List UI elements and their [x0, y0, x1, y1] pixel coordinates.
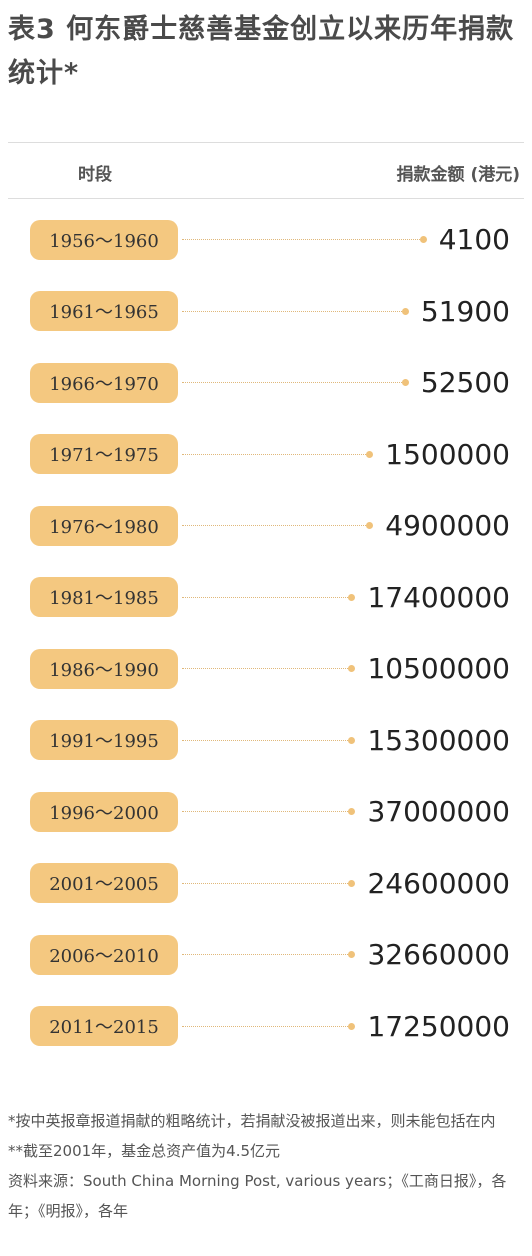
period-label: 1961～1965	[30, 291, 178, 332]
rule	[8, 142, 524, 143]
period-label: 1976～1980	[30, 505, 178, 546]
column-header: 捐款金额 (港元)	[396, 165, 520, 185]
column-header: 时段	[78, 165, 112, 185]
leader-line	[182, 1025, 349, 1027]
period-label: 1971～1975	[30, 434, 178, 475]
period-label: 1986～1990	[30, 648, 178, 689]
period-label: 2006～2010	[30, 934, 178, 975]
leader-dot	[419, 236, 427, 244]
note: **截至2001年，基金总资产值为4.5亿元	[8, 1142, 281, 1160]
leader-line	[182, 811, 349, 813]
leader-dot	[348, 951, 356, 959]
leader-dot	[366, 450, 374, 458]
leader-line	[182, 239, 420, 241]
table-row: 1956～1960 4100	[30, 204, 510, 276]
amount: 37000000	[367, 795, 510, 829]
period-label: 2011～2015	[30, 1006, 178, 1047]
leader-dot	[348, 593, 356, 601]
amount: 24600000	[367, 866, 510, 900]
leader-dot	[401, 307, 409, 315]
leader-line	[182, 668, 349, 670]
table-row: 2011～2015 17250000	[30, 991, 510, 1063]
table-row: 1981～1985 17400000	[30, 562, 510, 634]
period-label: 1981～1985	[30, 577, 178, 618]
amount: 4100	[438, 223, 510, 257]
leader-line	[182, 453, 367, 455]
leader-dot	[348, 736, 356, 744]
amount: 17250000	[367, 1009, 510, 1043]
amount: 4900000	[385, 509, 510, 543]
leader-dot	[348, 879, 356, 887]
rule	[8, 198, 524, 199]
period-label: 1966～1970	[30, 362, 178, 403]
amount: 17400000	[367, 580, 510, 614]
note: *按中英报章报道捐献的粗略统计，若捐献没被报道出来，则未能包括在内	[8, 1112, 496, 1130]
table-row: 2006～2010 32660000	[30, 919, 510, 991]
leader-line	[182, 310, 402, 312]
amount: 15300000	[367, 723, 510, 757]
amount: 52500	[420, 366, 510, 400]
title: 表3 何东爵士慈善基金创立以来历年捐款统计*	[8, 14, 515, 89]
period-label: 2001～2005	[30, 863, 178, 904]
amount: 10500000	[367, 652, 510, 686]
leader-line	[182, 596, 349, 598]
leader-dot	[348, 665, 356, 673]
notes: *按中英报章报道捐献的粗略统计，若捐献没被报道出来，则未能包括在内 **截至200…	[8, 1106, 524, 1226]
period-label: 1991～1995	[30, 720, 178, 761]
table-row: 1976～1980 4900000	[30, 490, 510, 562]
leader-line	[182, 739, 349, 741]
table-row: 1966～1970 52500	[30, 347, 510, 419]
leader-line	[182, 882, 349, 884]
note: 资料来源：South China Morning Post, various y…	[8, 1172, 507, 1220]
period-label: 1996～2000	[30, 791, 178, 832]
table-row: 1971～1975 1500000	[30, 419, 510, 491]
leader-dot	[348, 1022, 356, 1030]
table-row: 1991～1995 15300000	[30, 705, 510, 777]
table-row: 2001～2005 24600000	[30, 848, 510, 920]
table-row: 1961～1965 51900	[30, 276, 510, 348]
table-row: 1996～2000 37000000	[30, 776, 510, 848]
leader-line	[182, 382, 402, 384]
table-row: 1986～1990 10500000	[30, 633, 510, 705]
leader-dot	[366, 522, 374, 530]
leader-dot	[348, 808, 356, 816]
leader-dot	[401, 379, 409, 387]
table-body: 1956～1960 4100 1961～1965 51900 1966～1970 5250…	[30, 204, 510, 1062]
amount: 1500000	[385, 437, 510, 471]
leader-line	[182, 954, 349, 956]
period-label: 1956～1960	[30, 219, 178, 260]
amount: 32660000	[367, 938, 510, 972]
leader-line	[182, 525, 367, 527]
amount: 51900	[420, 294, 510, 328]
